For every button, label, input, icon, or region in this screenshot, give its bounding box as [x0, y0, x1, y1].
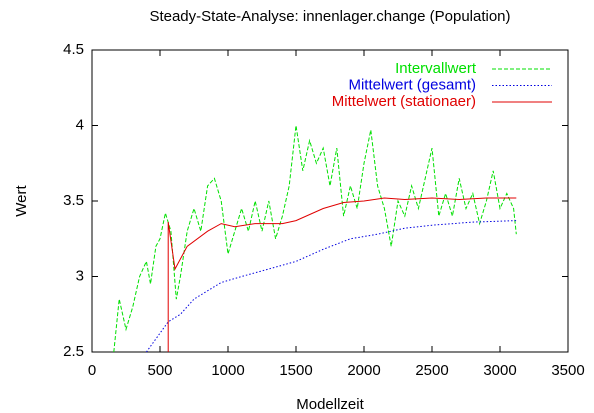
- x-tick-label: 3500: [551, 362, 584, 379]
- legend-label: Mittelwert (stationaer): [332, 93, 476, 110]
- series-line: [113, 125, 517, 353]
- y-tick-label: 3.5: [63, 192, 84, 209]
- y-tick-label: 4: [76, 116, 84, 133]
- y-tick-label: 3: [76, 267, 84, 284]
- y-axis-label: Wert: [13, 184, 30, 216]
- x-tick-label: 500: [147, 362, 172, 379]
- x-axis-label: Modellzeit: [296, 396, 364, 413]
- chart-title: Steady-State-Analyse: innenlager.change …: [149, 8, 510, 25]
- x-tick-label: 1000: [211, 362, 244, 379]
- x-tick-label: 2500: [415, 362, 448, 379]
- series-line: [167, 197, 517, 352]
- y-tick-label: 2.5: [63, 343, 84, 360]
- x-tick-label: 0: [88, 362, 96, 379]
- x-tick-label: 2000: [347, 362, 380, 379]
- series-line: [145, 220, 517, 353]
- x-tick-label: 3000: [483, 362, 516, 379]
- legend-label: Mittelwert (gesamt): [348, 76, 476, 93]
- legend-label: Intervallwert: [395, 60, 477, 77]
- plot-frame: [91, 49, 569, 353]
- x-tick-label: 1500: [279, 362, 312, 379]
- y-tick-label: 4.5: [63, 41, 84, 58]
